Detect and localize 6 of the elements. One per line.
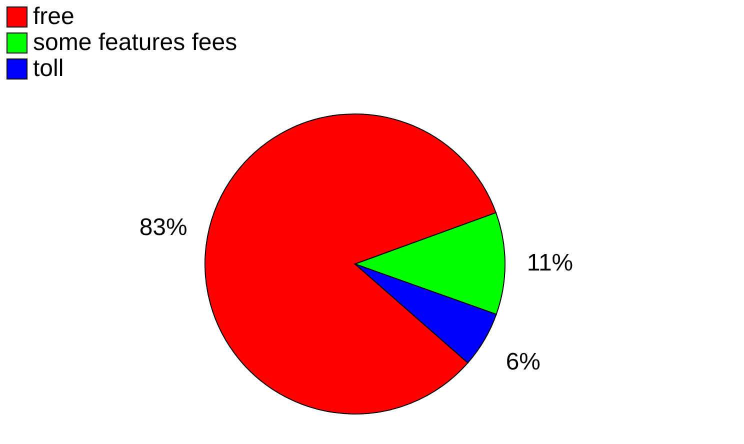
legend-label: some features fees bbox=[33, 29, 238, 56]
legend-label: toll bbox=[33, 55, 64, 82]
data-label: 11% bbox=[526, 249, 574, 276]
data-label: 83% bbox=[139, 214, 188, 242]
data-label: 6% bbox=[506, 348, 541, 376]
legend-label: free bbox=[33, 3, 74, 30]
